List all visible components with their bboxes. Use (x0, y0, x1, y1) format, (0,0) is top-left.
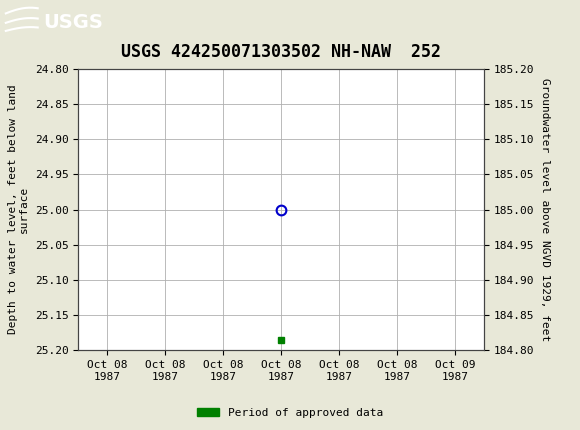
Y-axis label: Groundwater level above NGVD 1929, feet: Groundwater level above NGVD 1929, feet (540, 78, 550, 341)
Y-axis label: Depth to water level, feet below land
surface: Depth to water level, feet below land su… (8, 85, 29, 335)
Text: USGS 424250071303502 NH-NAW  252: USGS 424250071303502 NH-NAW 252 (121, 43, 441, 61)
Legend: Period of approved data: Period of approved data (193, 403, 387, 422)
Text: USGS: USGS (44, 13, 103, 32)
